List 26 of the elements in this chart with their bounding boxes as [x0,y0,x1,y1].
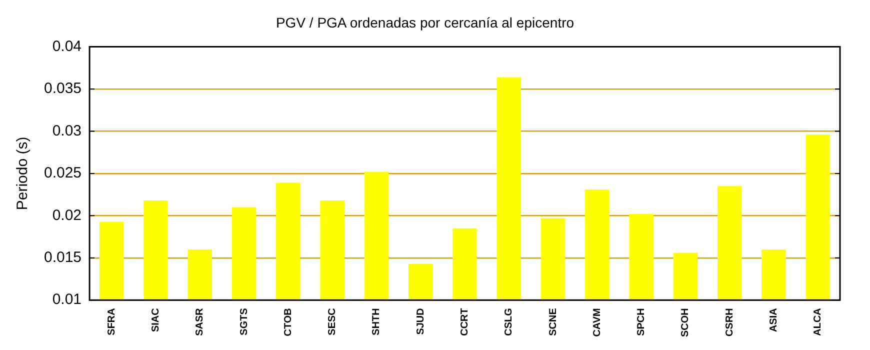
x-tick-label: SASR [194,307,206,336]
x-tick-label: ASIA [768,308,780,332]
x-tick-label: SFRA [106,308,118,336]
y-tick-label: 0.04 [52,38,82,55]
x-tick-label: SHTH [371,308,382,336]
chart-title: PGV / PGA ordenadas por cercanía al epicentro [276,14,574,30]
y-tick-label: 0.015 [44,249,82,266]
x-tick-label: SCNE [548,308,559,336]
y-tick-label: 0.035 [44,80,82,98]
x-tick-label: SCOH [680,308,692,338]
x-tick-label: CSLG [504,308,515,336]
x-tick-label: CCRT [460,308,471,336]
x-tick-label: CTOB [282,308,294,336]
y-tick-label: 0.03 [52,122,82,140]
y-tick-label: 0.01 [52,291,82,308]
x-tick-label: SESC [327,308,338,336]
x-tick-label: CAVM [592,308,603,337]
y-tick-label: 0.025 [44,164,82,182]
x-tick-label: SIAC [150,308,162,332]
y-axis-title: Periodo (s) [14,136,32,210]
x-tick-label: ALCA [812,308,824,336]
x-tick-label: CSRH [724,308,736,336]
x-tick-label: SPCH [636,308,648,336]
y-tick-label: 0.02 [52,206,82,224]
x-tick-label: SJUD [415,308,426,335]
x-tick-label: SGTS [238,308,250,336]
